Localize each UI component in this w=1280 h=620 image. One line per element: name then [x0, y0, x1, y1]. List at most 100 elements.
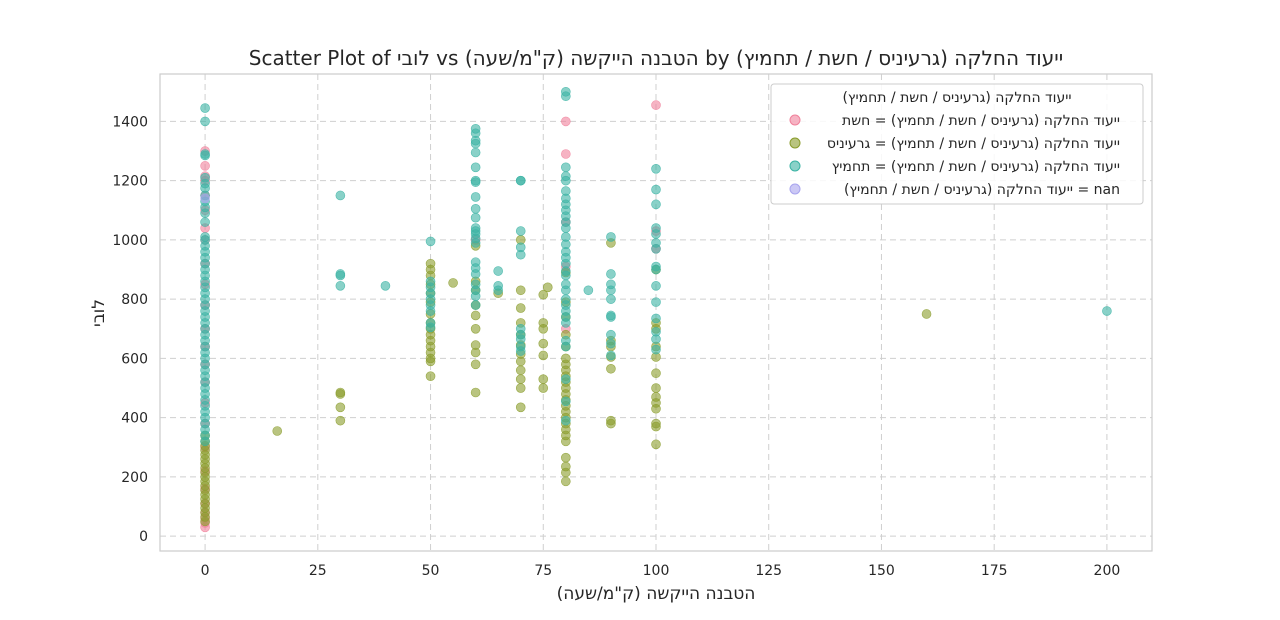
data-point-series-3: [561, 285, 571, 296]
data-point-series-3: [1102, 306, 1112, 316]
data-point-series-1: [200, 161, 210, 171]
data-point-series-2: [515, 402, 526, 413]
legend-label: ייעוד החלקה (גרעיניס / חשת / תחמיץ) = תח…: [832, 159, 1120, 175]
data-point-series-2: [651, 383, 661, 393]
data-point-series-3: [606, 285, 616, 296]
legend-marker: [789, 114, 801, 126]
y-tick-label: 800: [121, 292, 148, 308]
data-point-series-2: [470, 310, 481, 321]
data-point-series-3: [200, 149, 210, 159]
data-point-series-2: [272, 426, 283, 436]
data-point-series-2: [538, 289, 549, 300]
y-tick-label: 400: [121, 411, 148, 427]
data-point-series-2: [542, 282, 553, 293]
y-tick-label: 600: [121, 351, 148, 367]
data-point-series-2: [561, 452, 571, 463]
y-tick-label: 1400: [112, 114, 148, 130]
data-point-series-2: [425, 258, 436, 269]
data-point-series-2: [470, 359, 481, 370]
data-point-series-3: [561, 374, 571, 384]
data-point-series-3: [470, 147, 481, 158]
data-point-series-3: [583, 285, 594, 296]
data-point-series-3: [606, 312, 616, 322]
data-point-series-1: [561, 116, 571, 127]
data-point-series-3: [425, 322, 436, 333]
data-point-series-3: [515, 249, 526, 260]
legend-label: ייעוד החלקה (גרעיניס / חשת / תחמיץ) = na…: [844, 182, 1120, 198]
data-point-series-3: [470, 162, 481, 173]
legend-items: ייעוד החלקה (גרעיניס / חשת / תחמיץ) = חש…: [789, 113, 1120, 198]
data-point-series-3: [606, 338, 616, 349]
data-point-series-3: [470, 291, 481, 302]
legend-label: ייעוד החלקה (גרעיניס / חשת / תחמיץ) = גר…: [827, 136, 1120, 152]
legend-marker: [789, 137, 801, 149]
data-point-series-3: [561, 223, 571, 233]
data-point-series-2: [515, 365, 526, 376]
data-point-series-3: [651, 281, 661, 291]
data-point-series-3: [470, 204, 481, 214]
legend-box: [770, 83, 1144, 205]
data-point-series-3: [200, 217, 210, 227]
data-point-series-4: [200, 193, 210, 204]
x-tick-label: 0: [201, 563, 210, 579]
data-point-series-3: [515, 346, 526, 356]
data-point-series-3: [651, 244, 661, 254]
data-point-series-2: [515, 383, 526, 393]
x-tick-label: 25: [309, 563, 327, 579]
data-points: [200, 86, 1112, 533]
legend-title: ייעוד החלקה (גרעיניס / חשת / תחמיץ): [842, 90, 1071, 106]
x-tick-label: 150: [868, 563, 895, 579]
data-point-series-3: [493, 266, 503, 276]
data-point-series-2: [651, 368, 661, 379]
data-point-series-3: [606, 329, 616, 340]
data-point-series-2: [538, 374, 549, 384]
data-point-series-2: [515, 285, 526, 296]
data-point-series-3: [425, 236, 436, 247]
data-point-series-2: [335, 415, 346, 426]
plot-frame: [159, 73, 1153, 552]
data-point-series-3: [651, 199, 661, 210]
data-point-series-2: [538, 318, 549, 328]
data-point-series-3: [200, 172, 210, 183]
data-point-series-3: [606, 294, 616, 304]
data-point-series-3: [200, 103, 210, 113]
data-point-series-2: [425, 371, 436, 381]
x-tick-label: 100: [643, 563, 670, 579]
data-point-series-3: [651, 334, 661, 344]
data-point-series-3: [561, 318, 571, 328]
data-point-series-3: [651, 313, 661, 324]
data-point-series-3: [200, 232, 210, 242]
data-point-series-3: [561, 341, 571, 352]
data-point-series-2: [651, 418, 661, 429]
y-tick-label: 200: [121, 470, 148, 486]
data-point-series-2: [538, 338, 549, 349]
data-point-series-2: [448, 278, 458, 288]
data-point-series-3: [606, 232, 616, 242]
x-tick-label: 75: [534, 563, 552, 579]
data-point-series-3: [335, 270, 346, 281]
data-point-series-1: [651, 100, 661, 110]
legend: ייעוד החלקה (גרעיניס / חשת / תחמיץ) ייעו…: [770, 83, 1144, 205]
data-point-series-2: [561, 476, 571, 487]
data-point-series-3: [493, 285, 503, 296]
data-point-series-3: [651, 229, 661, 239]
y-axis-label: לובי: [89, 299, 109, 327]
data-point-series-2: [561, 353, 571, 364]
data-point-series-3: [606, 350, 616, 361]
data-point-series-2: [921, 309, 932, 319]
data-point-series-3: [561, 162, 571, 173]
data-point-series-3: [470, 269, 481, 279]
data-point-series-2: [606, 363, 616, 374]
data-point-series-2: [651, 392, 661, 402]
data-point-series-2: [651, 439, 661, 450]
legend-marker: [789, 183, 801, 195]
x-tick-label: 125: [755, 563, 782, 579]
x-tick-label: 200: [1094, 563, 1121, 579]
data-point-series-3: [515, 175, 526, 186]
data-point-series-2: [470, 387, 481, 398]
data-point-series-3: [606, 269, 616, 279]
legend-label: ייעוד החלקה (גרעיניס / חשת / תחמיץ) = חש…: [842, 113, 1120, 129]
data-point-series-3: [335, 281, 346, 291]
